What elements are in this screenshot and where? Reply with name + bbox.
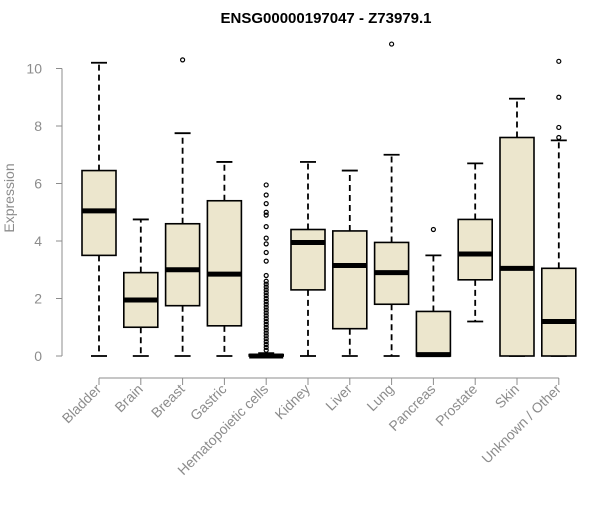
outlier-point <box>556 124 562 131</box>
outlier-point <box>263 307 269 313</box>
y-tick-label: 0 <box>34 348 42 364</box>
y-tick-label: 6 <box>34 176 42 192</box>
chart-title: ENSG00000197047 - Z73979.1 <box>221 10 432 27</box>
box-group <box>206 161 243 357</box>
box-series <box>81 41 577 359</box>
y-tick-label: 8 <box>34 118 42 134</box>
outlier-point <box>263 290 269 296</box>
y-axis-label: Expression <box>1 163 17 232</box>
outlier-point <box>263 339 269 345</box>
outlier-point <box>263 313 269 319</box>
outlier-point <box>263 333 269 339</box>
outlier-point <box>263 209 269 215</box>
box-iqr <box>331 230 368 330</box>
outlier-point <box>389 41 395 47</box>
box-group <box>415 226 452 358</box>
outlier-point <box>263 235 269 241</box>
outlier-point <box>263 272 269 279</box>
outlier-point <box>263 182 269 188</box>
box-group <box>499 97 535 357</box>
outlier-point <box>263 281 269 287</box>
outlier-point <box>263 212 269 218</box>
box-group <box>331 169 368 357</box>
box-iqr <box>499 136 535 357</box>
outlier-point <box>263 341 269 348</box>
x-tick-label: Skin <box>492 381 523 412</box>
outlier-point <box>263 316 269 322</box>
box-group <box>290 161 326 357</box>
box-iqr <box>164 222 201 307</box>
outlier-point <box>180 57 186 63</box>
outlier-point <box>263 318 269 325</box>
x-tick-label: Breast <box>148 381 188 421</box>
outlier-point <box>263 241 269 247</box>
x-tick-label: Brain <box>111 381 145 415</box>
outlier-point <box>263 327 269 333</box>
box-group <box>164 57 201 357</box>
box-iqr <box>290 228 326 291</box>
outlier-point <box>263 192 269 198</box>
outlier-point <box>263 347 269 353</box>
outlier-point <box>556 58 562 64</box>
outlier-point <box>263 321 269 327</box>
y-axis: 0 2 4 6 8 10 <box>26 61 63 364</box>
box-group <box>248 182 284 359</box>
outlier-point <box>263 284 269 290</box>
box-group <box>373 41 410 357</box>
y-tick-label: 4 <box>34 233 42 249</box>
outlier-point <box>263 310 269 316</box>
outlier-point <box>263 201 269 207</box>
box-group <box>81 61 117 357</box>
x-tick-label: Bladder <box>59 381 105 427</box>
box-iqr <box>540 267 577 357</box>
box-group <box>123 218 159 357</box>
outlier-point <box>556 134 562 141</box>
x-tick-label: Lung <box>363 381 396 414</box>
outlier-point <box>263 224 269 230</box>
outlier-point <box>556 94 562 100</box>
outlier-point <box>263 336 269 342</box>
box-iqr <box>415 310 452 357</box>
outlier-point <box>263 298 269 304</box>
x-tick-label: Kidney <box>272 381 314 423</box>
x-tick-label: Prostate <box>432 381 480 429</box>
box-group <box>540 58 577 357</box>
outlier-point <box>263 324 269 330</box>
y-tick-label: 2 <box>34 291 42 307</box>
outlier-point <box>263 293 269 299</box>
x-tick-label: Unknown / Other <box>478 381 564 467</box>
outlier-point <box>263 301 269 307</box>
y-tick-label: 10 <box>26 61 42 77</box>
outlier-point <box>430 226 436 233</box>
box-iqr <box>206 199 243 327</box>
outlier-point <box>263 278 269 284</box>
outlier-point <box>263 249 269 256</box>
box-iqr <box>457 218 494 281</box>
outlier-point <box>263 258 269 264</box>
outlier-point <box>263 344 269 350</box>
outlier-point <box>263 330 269 336</box>
outlier-point <box>263 287 269 293</box>
outlier-point <box>263 304 269 310</box>
outlier-point <box>263 295 269 302</box>
x-tick-label: Liver <box>322 381 355 414</box>
box-group <box>457 162 494 323</box>
